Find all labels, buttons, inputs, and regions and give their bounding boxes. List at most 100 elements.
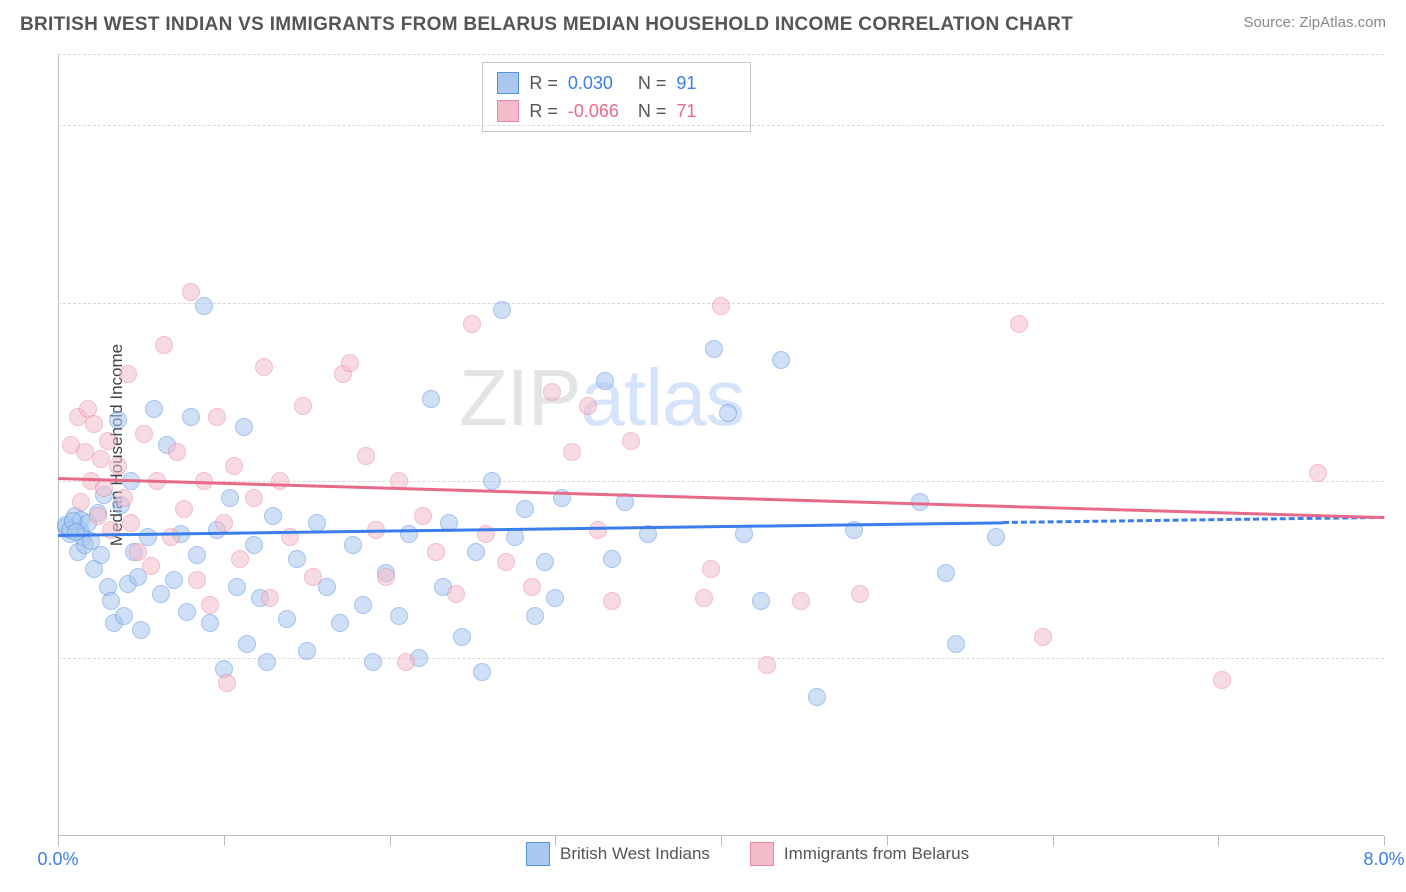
data-point: [493, 301, 511, 319]
data-point: [102, 592, 120, 610]
data-point: [231, 550, 249, 568]
data-point: [526, 607, 544, 625]
data-point: [115, 489, 133, 507]
data-point: [1034, 628, 1052, 646]
data-point: [152, 585, 170, 603]
x-tick: [887, 836, 888, 846]
data-point: [109, 457, 127, 475]
data-point: [536, 553, 554, 571]
data-point: [397, 653, 415, 671]
r-value: 0.030: [568, 73, 628, 94]
data-point: [255, 358, 273, 376]
data-point: [208, 408, 226, 426]
data-point: [235, 418, 253, 436]
data-point: [271, 472, 289, 490]
data-point: [298, 642, 316, 660]
stats-row: R =-0.066N =71: [497, 97, 736, 125]
n-value: 91: [676, 73, 736, 94]
data-point: [228, 578, 246, 596]
data-point: [245, 536, 263, 554]
data-point: [132, 621, 150, 639]
data-point: [589, 521, 607, 539]
data-point: [168, 443, 186, 461]
x-tick: [555, 836, 556, 846]
data-point: [245, 489, 263, 507]
y-tick-label: $50,000: [1394, 648, 1406, 669]
data-point: [563, 443, 581, 461]
data-point: [543, 383, 561, 401]
data-point: [695, 589, 713, 607]
data-point: [463, 315, 481, 333]
data-point: [987, 528, 1005, 546]
gridline: [58, 54, 1384, 55]
data-point: [264, 507, 282, 525]
y-axis: [58, 54, 59, 836]
data-point: [414, 507, 432, 525]
legend-item: Immigrants from Belarus: [750, 842, 969, 866]
data-point: [238, 635, 256, 653]
data-point: [165, 571, 183, 589]
data-point: [218, 674, 236, 692]
data-point: [427, 543, 445, 561]
n-label: N =: [638, 101, 667, 122]
data-point: [201, 614, 219, 632]
data-point: [377, 568, 395, 586]
y-tick-label: $200,000: [1394, 115, 1406, 136]
r-label: R =: [529, 73, 558, 94]
data-point: [188, 546, 206, 564]
data-point: [331, 614, 349, 632]
data-point: [215, 514, 233, 532]
data-point: [719, 404, 737, 422]
gridline: [58, 125, 1384, 126]
data-point: [546, 589, 564, 607]
data-point: [772, 351, 790, 369]
data-point: [603, 550, 621, 568]
data-point: [1309, 464, 1327, 482]
data-point: [135, 425, 153, 443]
data-point: [341, 354, 359, 372]
data-point: [808, 688, 826, 706]
x-tick: [58, 836, 59, 846]
data-point: [278, 610, 296, 628]
x-tick-label: 0.0%: [37, 849, 78, 870]
data-point: [752, 592, 770, 610]
data-point: [506, 528, 524, 546]
data-point: [851, 585, 869, 603]
x-tick: [721, 836, 722, 846]
data-point: [102, 521, 120, 539]
data-point: [1213, 671, 1231, 689]
plot-region: ZIPatlas R =0.030N =91R =-0.066N =71 Bri…: [58, 54, 1384, 836]
correlation-stats-box: R =0.030N =91R =-0.066N =71: [482, 62, 751, 132]
data-point: [937, 564, 955, 582]
data-point: [483, 472, 501, 490]
data-point: [344, 536, 362, 554]
data-point: [182, 283, 200, 301]
data-point: [119, 365, 137, 383]
data-point: [702, 560, 720, 578]
data-point: [758, 656, 776, 674]
data-point: [76, 443, 94, 461]
data-point: [72, 493, 90, 511]
n-value: 71: [676, 101, 736, 122]
data-point: [354, 596, 372, 614]
data-point: [364, 653, 382, 671]
data-point: [712, 297, 730, 315]
data-point: [947, 635, 965, 653]
y-tick-label: $150,000: [1394, 292, 1406, 313]
source-label: Source: ZipAtlas.com: [1243, 14, 1386, 31]
data-point: [162, 528, 180, 546]
data-point: [1010, 315, 1028, 333]
data-point: [603, 592, 621, 610]
data-point: [67, 523, 85, 541]
data-point: [182, 408, 200, 426]
x-tick: [1218, 836, 1219, 846]
data-point: [221, 489, 239, 507]
data-point: [304, 568, 322, 586]
stats-row: R =0.030N =91: [497, 69, 736, 97]
data-point: [115, 607, 133, 625]
data-point: [523, 578, 541, 596]
data-point: [92, 450, 110, 468]
legend-swatch: [497, 100, 519, 122]
chart-title: BRITISH WEST INDIAN VS IMMIGRANTS FROM B…: [20, 14, 1073, 36]
data-point: [145, 400, 163, 418]
